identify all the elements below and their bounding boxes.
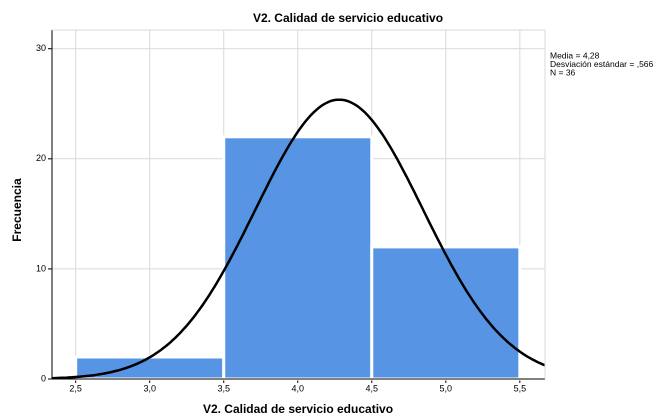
stat-label: Media = 4,28 (550, 50, 600, 60)
normal-curve (51, 98, 546, 380)
y-tick-label: 0 (41, 373, 46, 383)
x-tick-label: 4,5 (366, 383, 379, 393)
x-tick-label: 2,5 (69, 383, 82, 393)
x-tick-label: 5,0 (440, 383, 453, 393)
chart-title: V2. Calidad de servicio educativo (253, 11, 443, 25)
x-axis-title: V2. Calidad de servicio educativo (203, 402, 393, 416)
bar (222, 135, 374, 381)
x-tick-label: 3,0 (143, 383, 156, 393)
stat-label: Desviación estándar = ,566 (550, 59, 654, 69)
y-tick-label: 20 (36, 153, 46, 163)
y-tick-label: 30 (36, 43, 46, 53)
y-axis-title: Frecuencia (10, 178, 24, 242)
x-tick-label: 5,5 (514, 383, 527, 393)
bar (370, 245, 522, 381)
x-tick-label: 3,5 (217, 383, 230, 393)
stat-label: N = 36 (550, 67, 576, 77)
y-tick-label: 10 (36, 263, 46, 273)
x-tick-label: 4,0 (292, 383, 305, 393)
